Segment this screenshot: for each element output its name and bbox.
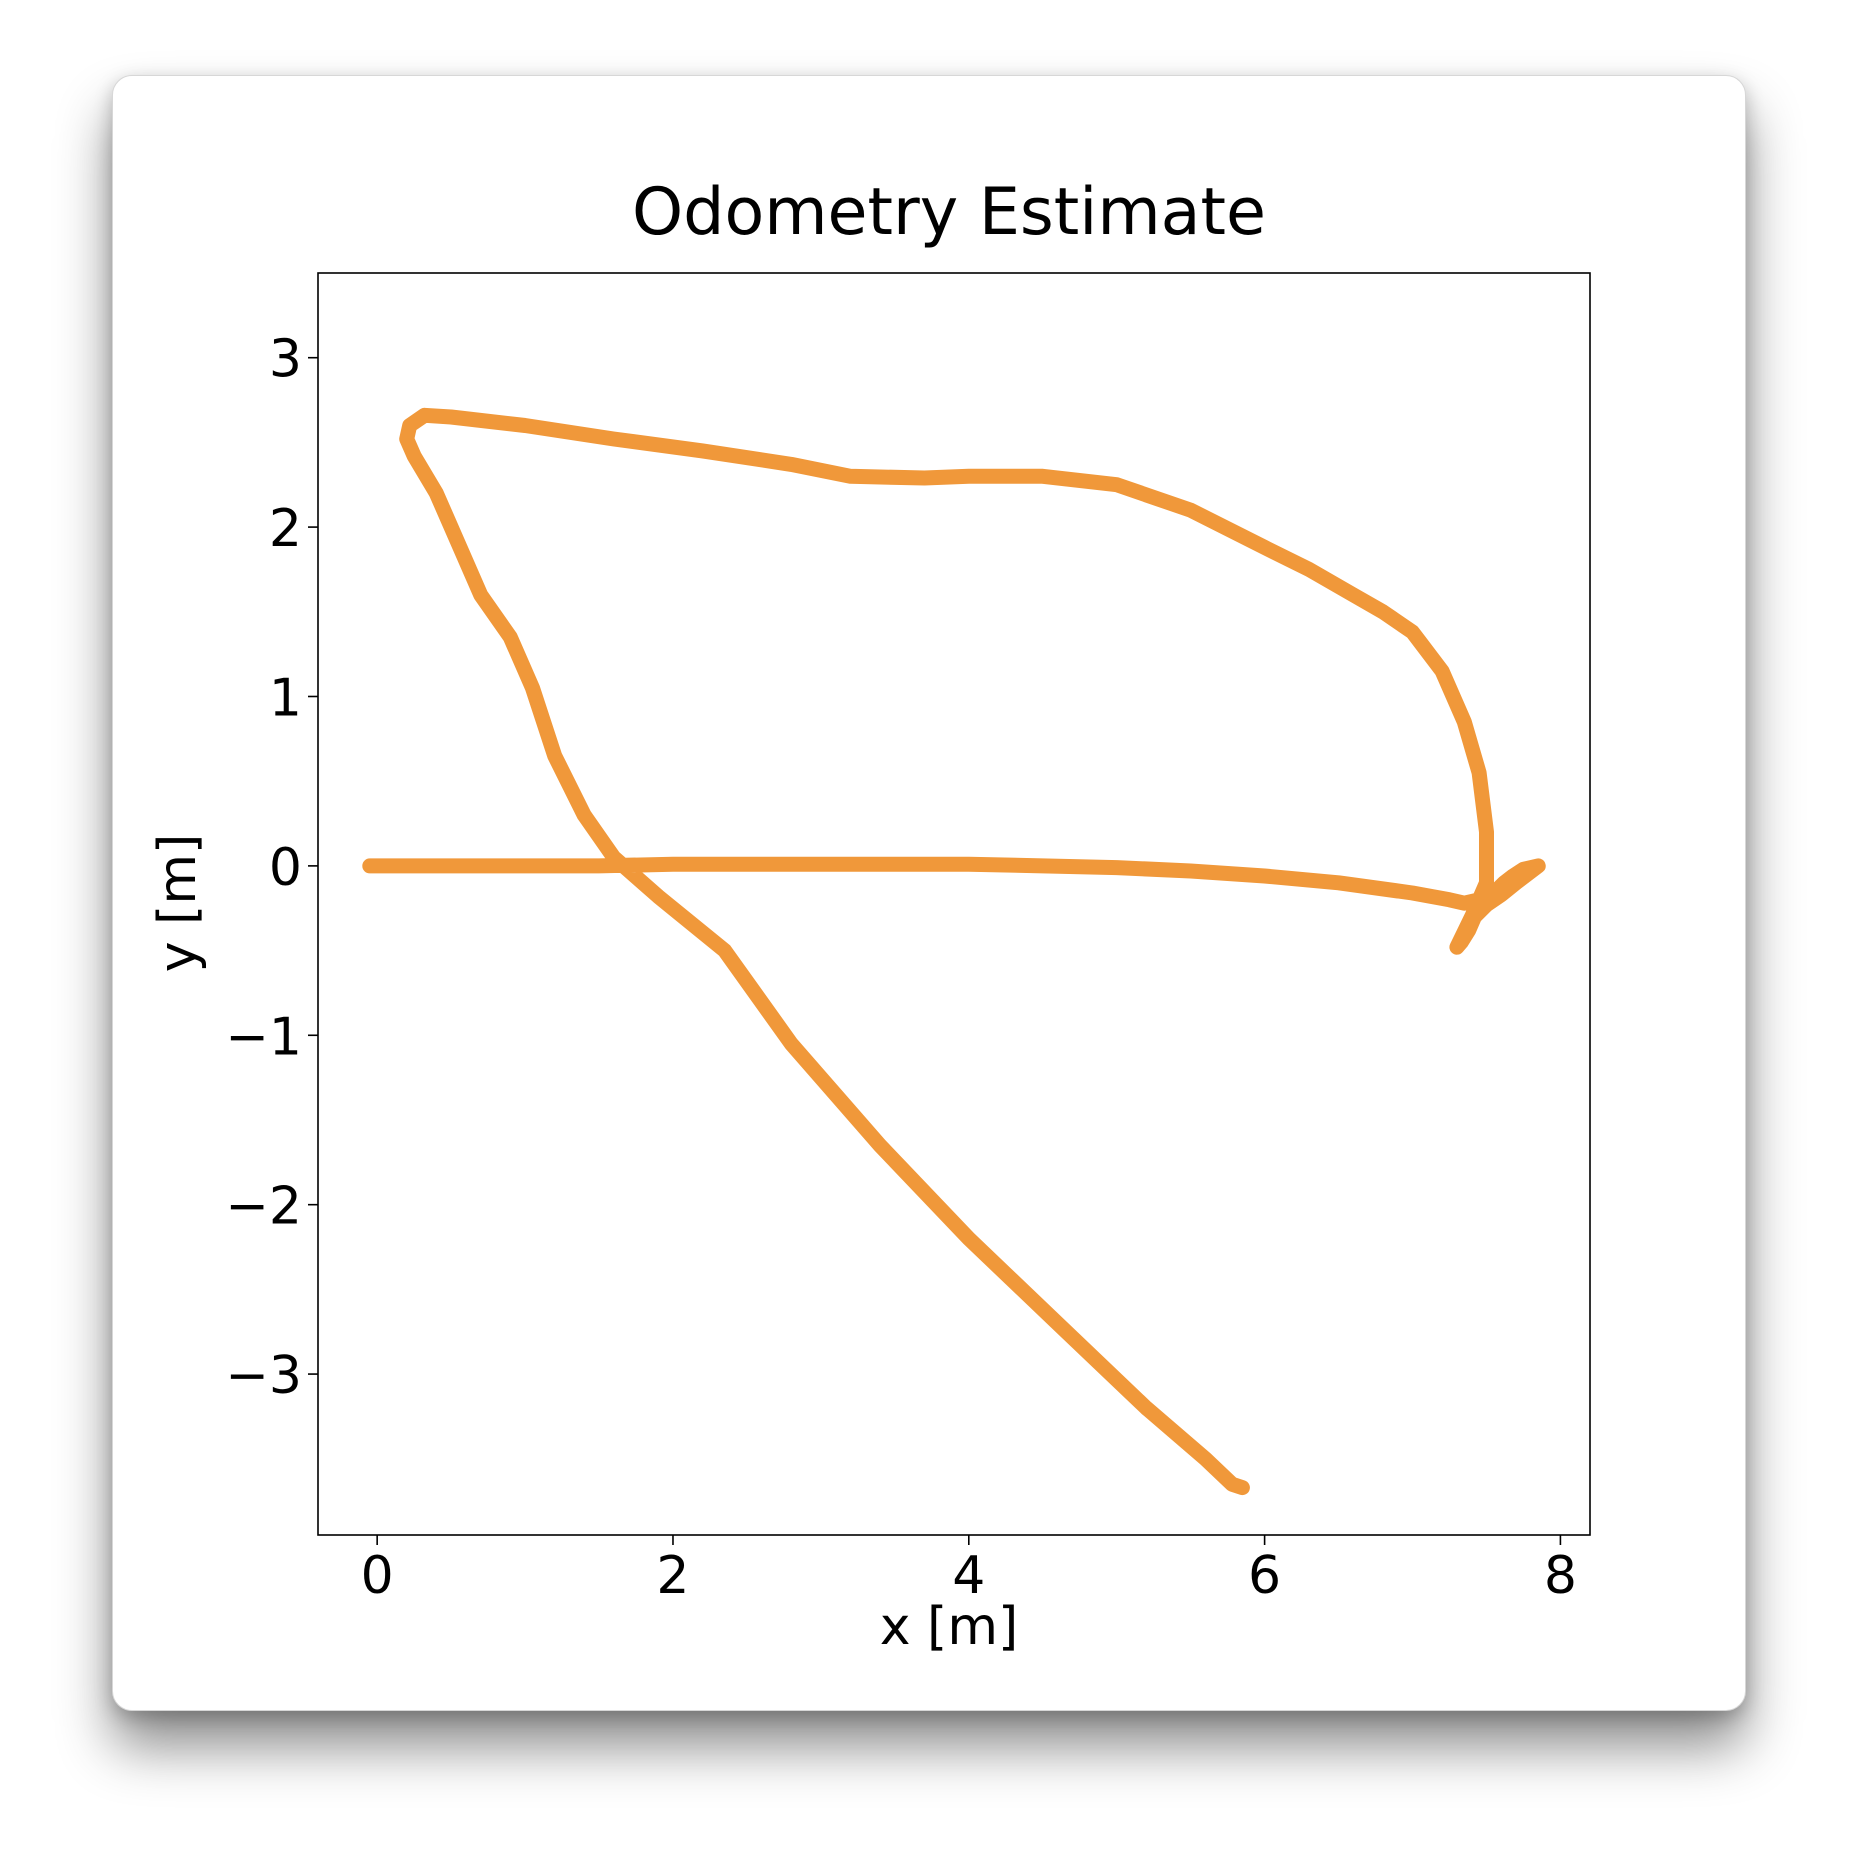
y-axis-ticks: −3 −2 −1 0 1 2 3 (225, 330, 318, 1406)
x-tick-label: 2 (656, 1546, 689, 1606)
trajectory-layer (362, 407, 1546, 1496)
y-tick-label: −1 (225, 1007, 302, 1067)
x-tick-label: 6 (1248, 1546, 1281, 1606)
x-tick-label: 8 (1544, 1546, 1577, 1606)
y-tick-label: −3 (225, 1346, 302, 1406)
x-axis-label: x [m] (880, 1597, 1019, 1657)
y-tick-label: −2 (225, 1177, 302, 1237)
y-tick-label: 0 (269, 838, 302, 898)
y-tick-label: 3 (269, 330, 302, 390)
y-axis-label: y [m] (148, 834, 208, 973)
plot-area-frame (317, 272, 1591, 1536)
x-axis-ticks: 0 2 4 6 8 (361, 1535, 1577, 1606)
y-tick-label: 1 (269, 668, 302, 728)
chart-title: Odometry Estimate (632, 175, 1266, 250)
trajectory-line-0 (362, 407, 1546, 1496)
x-tick-label: 0 (361, 1546, 394, 1606)
x-tick-label: 4 (952, 1546, 985, 1606)
figure-window: Odometry Estimate 0 2 4 6 8 −3 −2 −1 0 1 2 3 x [m]… (112, 75, 1746, 1711)
odometry-chart: Odometry Estimate 0 2 4 6 8 −3 −2 −1 0 1 2 3 x [m]… (148, 175, 1591, 1657)
y-tick-label: 2 (269, 499, 302, 559)
